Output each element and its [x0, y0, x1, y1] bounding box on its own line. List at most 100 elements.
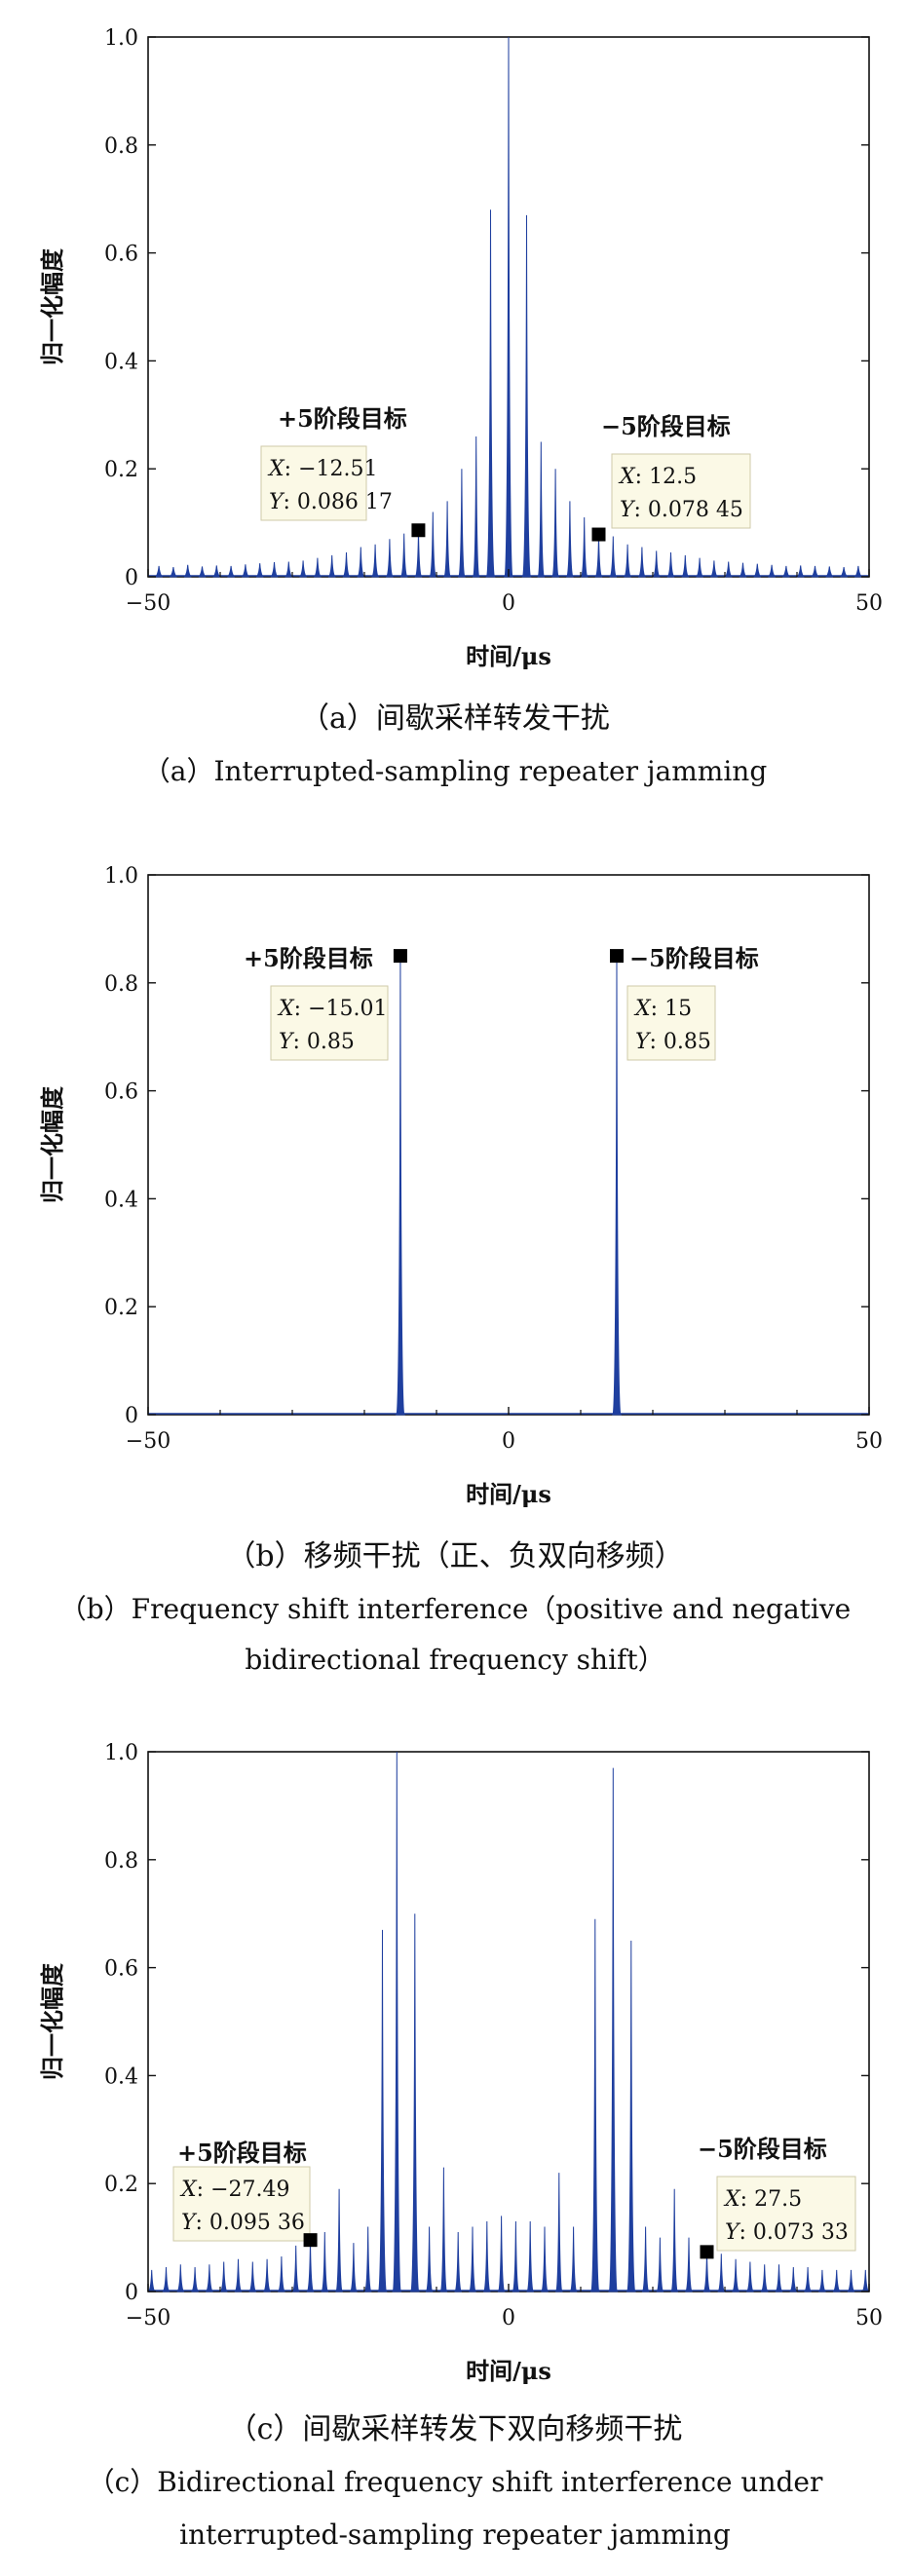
peak-mark: [482, 2220, 491, 2292]
annotation-title: +5阶段目标: [244, 944, 373, 972]
x-tick-label: 50: [855, 591, 883, 616]
x-tick-label: −50: [126, 591, 171, 616]
datatip-marker: [303, 2233, 318, 2248]
y-tick-label: 0.8: [104, 134, 138, 159]
peak-mark: [469, 2226, 476, 2292]
datatip-box: [716, 2176, 856, 2252]
peak-mark: [443, 501, 451, 578]
datatip-x: X: 27.5: [723, 2187, 802, 2212]
datatip-y: Y: 0.85: [279, 1030, 355, 1054]
peak-mark: [306, 2240, 315, 2292]
peak-mark: [739, 562, 747, 578]
caption-a-cn: （a）间歇采样转发干扰: [300, 701, 610, 736]
peak-mark: [350, 2243, 358, 2292]
peak-mark: [760, 2264, 769, 2292]
annotation-title: −5阶段目标: [629, 944, 759, 972]
caption-b-cn: （b）移频干扰（正、负双向移频）: [226, 1539, 684, 1573]
x-axis-label: 时间/μs: [466, 1480, 551, 1508]
peak-mark: [652, 550, 661, 578]
datatip-y: Y: 0.073 33: [725, 2220, 849, 2245]
peak-mark: [732, 2258, 739, 2292]
y-tick-label: 0.4: [104, 350, 138, 374]
peak-mark: [626, 1940, 636, 2292]
peak-mark: [291, 2245, 300, 2292]
peak-mark: [399, 533, 408, 578]
peak-mark: [454, 2232, 463, 2292]
peak-mark: [314, 557, 322, 578]
peak-mark: [832, 2269, 841, 2292]
peak-mark: [342, 552, 351, 578]
caption-b-en-2: bidirectional frequency shift）: [245, 1644, 665, 1676]
y-tick-label: 0.6: [104, 1957, 138, 1982]
datatip-box: [260, 445, 367, 521]
y-tick-label: 0.6: [104, 243, 138, 267]
peak-mark: [147, 2269, 156, 2292]
peak-mark: [503, 36, 514, 578]
datatip-marker: [610, 949, 624, 964]
peak-mark: [371, 544, 379, 578]
peak-mark: [392, 1751, 402, 2292]
datatip-marker: [591, 527, 606, 542]
peak-mark: [263, 2258, 271, 2292]
y-tick-label: 0.8: [104, 972, 138, 997]
y-tick-label: 0.4: [104, 2065, 138, 2089]
peak-mark: [299, 560, 307, 578]
x-tick-label: 0: [502, 2306, 515, 2330]
x-axis-label: 时间/μs: [466, 642, 551, 670]
y-axis-label: 归一化幅度: [38, 1962, 66, 2080]
y-tick-label: 1.0: [104, 864, 138, 889]
peak-mark: [685, 2237, 693, 2292]
peak-mark: [521, 214, 532, 578]
peak-mark: [191, 2267, 199, 2292]
y-tick-label: 0: [125, 2281, 138, 2305]
peak-mark: [569, 2226, 578, 2292]
peak-mark: [656, 2237, 664, 2292]
peak-mark: [176, 2264, 185, 2292]
peak-mark: [554, 2173, 563, 2292]
peak-mark: [768, 564, 776, 578]
datatip-y: Y: 0.086 17: [269, 490, 393, 514]
peak-mark: [414, 530, 423, 578]
peak-mark: [526, 2220, 535, 2292]
peak-mark: [278, 2255, 285, 2292]
chart-a: 00.20.40.60.81.0−50 0 50时间/μs归一化幅度+5阶段目标X:…: [38, 26, 883, 670]
datatip-marker: [393, 949, 407, 964]
peak-mark: [696, 557, 703, 578]
peak-mark: [710, 560, 718, 578]
peak-mark: [717, 2254, 726, 2292]
y-axis-label: 归一化幅度: [38, 1085, 66, 1203]
y-tick-label: 0.2: [104, 458, 138, 482]
peak-mark: [775, 2264, 783, 2292]
datatip-box: [270, 985, 389, 1061]
peak-mark: [804, 2267, 812, 2292]
chart-c: 00.20.40.60.81.0−50 0 50时间/μs归一化幅度+5阶段目标X:…: [38, 1741, 883, 2385]
peak-mark: [234, 2258, 243, 2292]
peak-mark: [670, 2188, 679, 2292]
peak-mark: [248, 2261, 257, 2292]
y-axis-label: 归一化幅度: [38, 247, 66, 365]
datatip-marker: [411, 523, 426, 538]
x-tick-label: 0: [502, 591, 515, 616]
y-tick-label: 1.0: [104, 1741, 138, 1765]
datatip-x: X: 15: [633, 997, 692, 1021]
datatip-box: [611, 453, 751, 529]
y-tick-label: 0.4: [104, 1188, 138, 1212]
peak-mark: [472, 436, 480, 578]
peak-mark: [512, 2220, 520, 2292]
x-tick-label: 50: [855, 1429, 883, 1454]
peak-mark: [818, 2269, 826, 2292]
datatip-x: X: 12.5: [618, 465, 697, 489]
chart-panel-a: 0 0.2 0.4 0.6 0.8 1.0 −50 0 50 时间/μs 归一化幅度 +5阶段目标 X:…: [0, 0, 910, 682]
peak-mark: [242, 564, 249, 578]
peak-mark: [537, 441, 546, 578]
datatip-marker: [700, 2245, 714, 2259]
y-tick-label: 0.8: [104, 1849, 138, 1874]
peak-mark: [861, 2269, 870, 2292]
peak-mark: [681, 554, 690, 578]
peak-mark: [284, 561, 293, 578]
caption-b-en-1: （b）Frequency shift interference（positive…: [58, 1593, 852, 1625]
chart-panel-c: 0 0.2 0.4 0.6 0.8 1.0 −50 0 50 时间/μs 归一化幅度 +5阶段目标 X:…: [0, 1715, 910, 2397]
datatip-y: Y: 0.078 45: [620, 498, 743, 522]
peak-mark: [624, 544, 631, 578]
annotation-title: +5阶段目标: [177, 2139, 307, 2167]
